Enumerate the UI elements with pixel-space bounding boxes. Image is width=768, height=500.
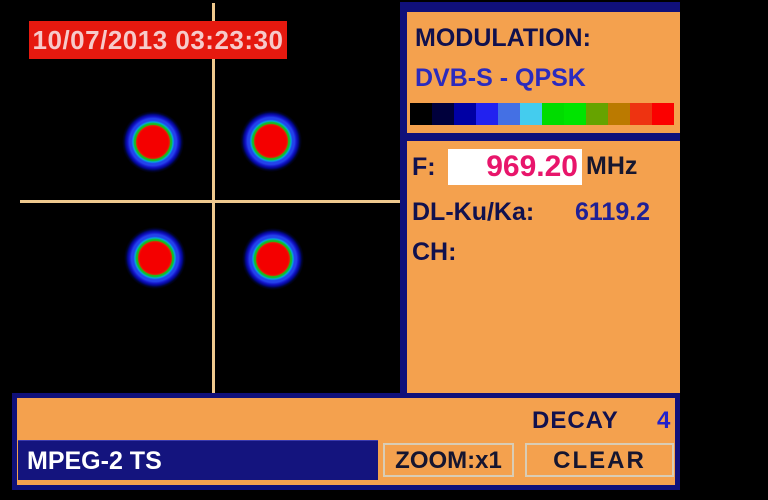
frequency-row: F: 969.20 MHz [407, 149, 680, 186]
decay-label: DECAY [532, 407, 619, 434]
colorbar-segment [564, 103, 586, 125]
channel-row: CH: [407, 236, 680, 273]
constellation-cluster [242, 228, 304, 290]
frequency-value-field[interactable]: 969.20 [448, 149, 582, 185]
constellation-display: 10/07/2013 03:23:30 [0, 0, 403, 393]
constellation-cluster [240, 110, 302, 172]
colorbar-segment [586, 103, 608, 125]
colorbar-segment [630, 103, 652, 125]
status-panel: DECAY 4 MPEG-2 TS ZOOM:x1 CLEAR [12, 393, 680, 490]
modulation-box: MODULATION: DVB-S - QPSK [407, 12, 680, 133]
frequency-unit-label: MHz [586, 152, 638, 180]
colorbar-segment [542, 103, 564, 125]
constellation-cluster [122, 111, 184, 173]
colorbar-segment [608, 103, 630, 125]
downlink-label: DL-Ku/Ka: [412, 198, 535, 226]
modulation-value: DVB-S - QPSK [415, 64, 586, 92]
downlink-value: 6119.2 [575, 198, 651, 226]
channel-label: CH: [412, 238, 457, 266]
frequency-label: F: [412, 153, 436, 181]
downlink-row: DL-Ku/Ka: 6119.2 [407, 196, 680, 233]
timestamp-badge: 10/07/2013 03:23:30 [29, 21, 287, 59]
constellation-cluster [124, 227, 186, 289]
stream-type-field: MPEG-2 TS [18, 440, 378, 480]
colorbar-segment [498, 103, 520, 125]
crosshair-vertical-line [212, 3, 215, 393]
colorbar-segment [410, 103, 432, 125]
colorbar-segment [520, 103, 542, 125]
modulation-label: MODULATION: [415, 24, 591, 52]
info-panel: MODULATION: DVB-S - QPSK F: 969.20 MHz D… [400, 2, 680, 399]
frequency-box: F: 969.20 MHz DL-Ku/Ka: 6119.2 CH: [407, 141, 680, 394]
colorbar-segment [476, 103, 498, 125]
colorbar-segment [432, 103, 454, 125]
colorbar-segment [454, 103, 476, 125]
intensity-colorbar [410, 103, 674, 125]
decay-value: 4 [657, 407, 671, 434]
colorbar-segment [652, 103, 674, 125]
zoom-button[interactable]: ZOOM:x1 [383, 443, 514, 477]
crosshair-horizontal-line [20, 200, 403, 203]
status-panel-body: DECAY 4 MPEG-2 TS ZOOM:x1 CLEAR [17, 398, 675, 485]
clear-button[interactable]: CLEAR [525, 443, 674, 477]
